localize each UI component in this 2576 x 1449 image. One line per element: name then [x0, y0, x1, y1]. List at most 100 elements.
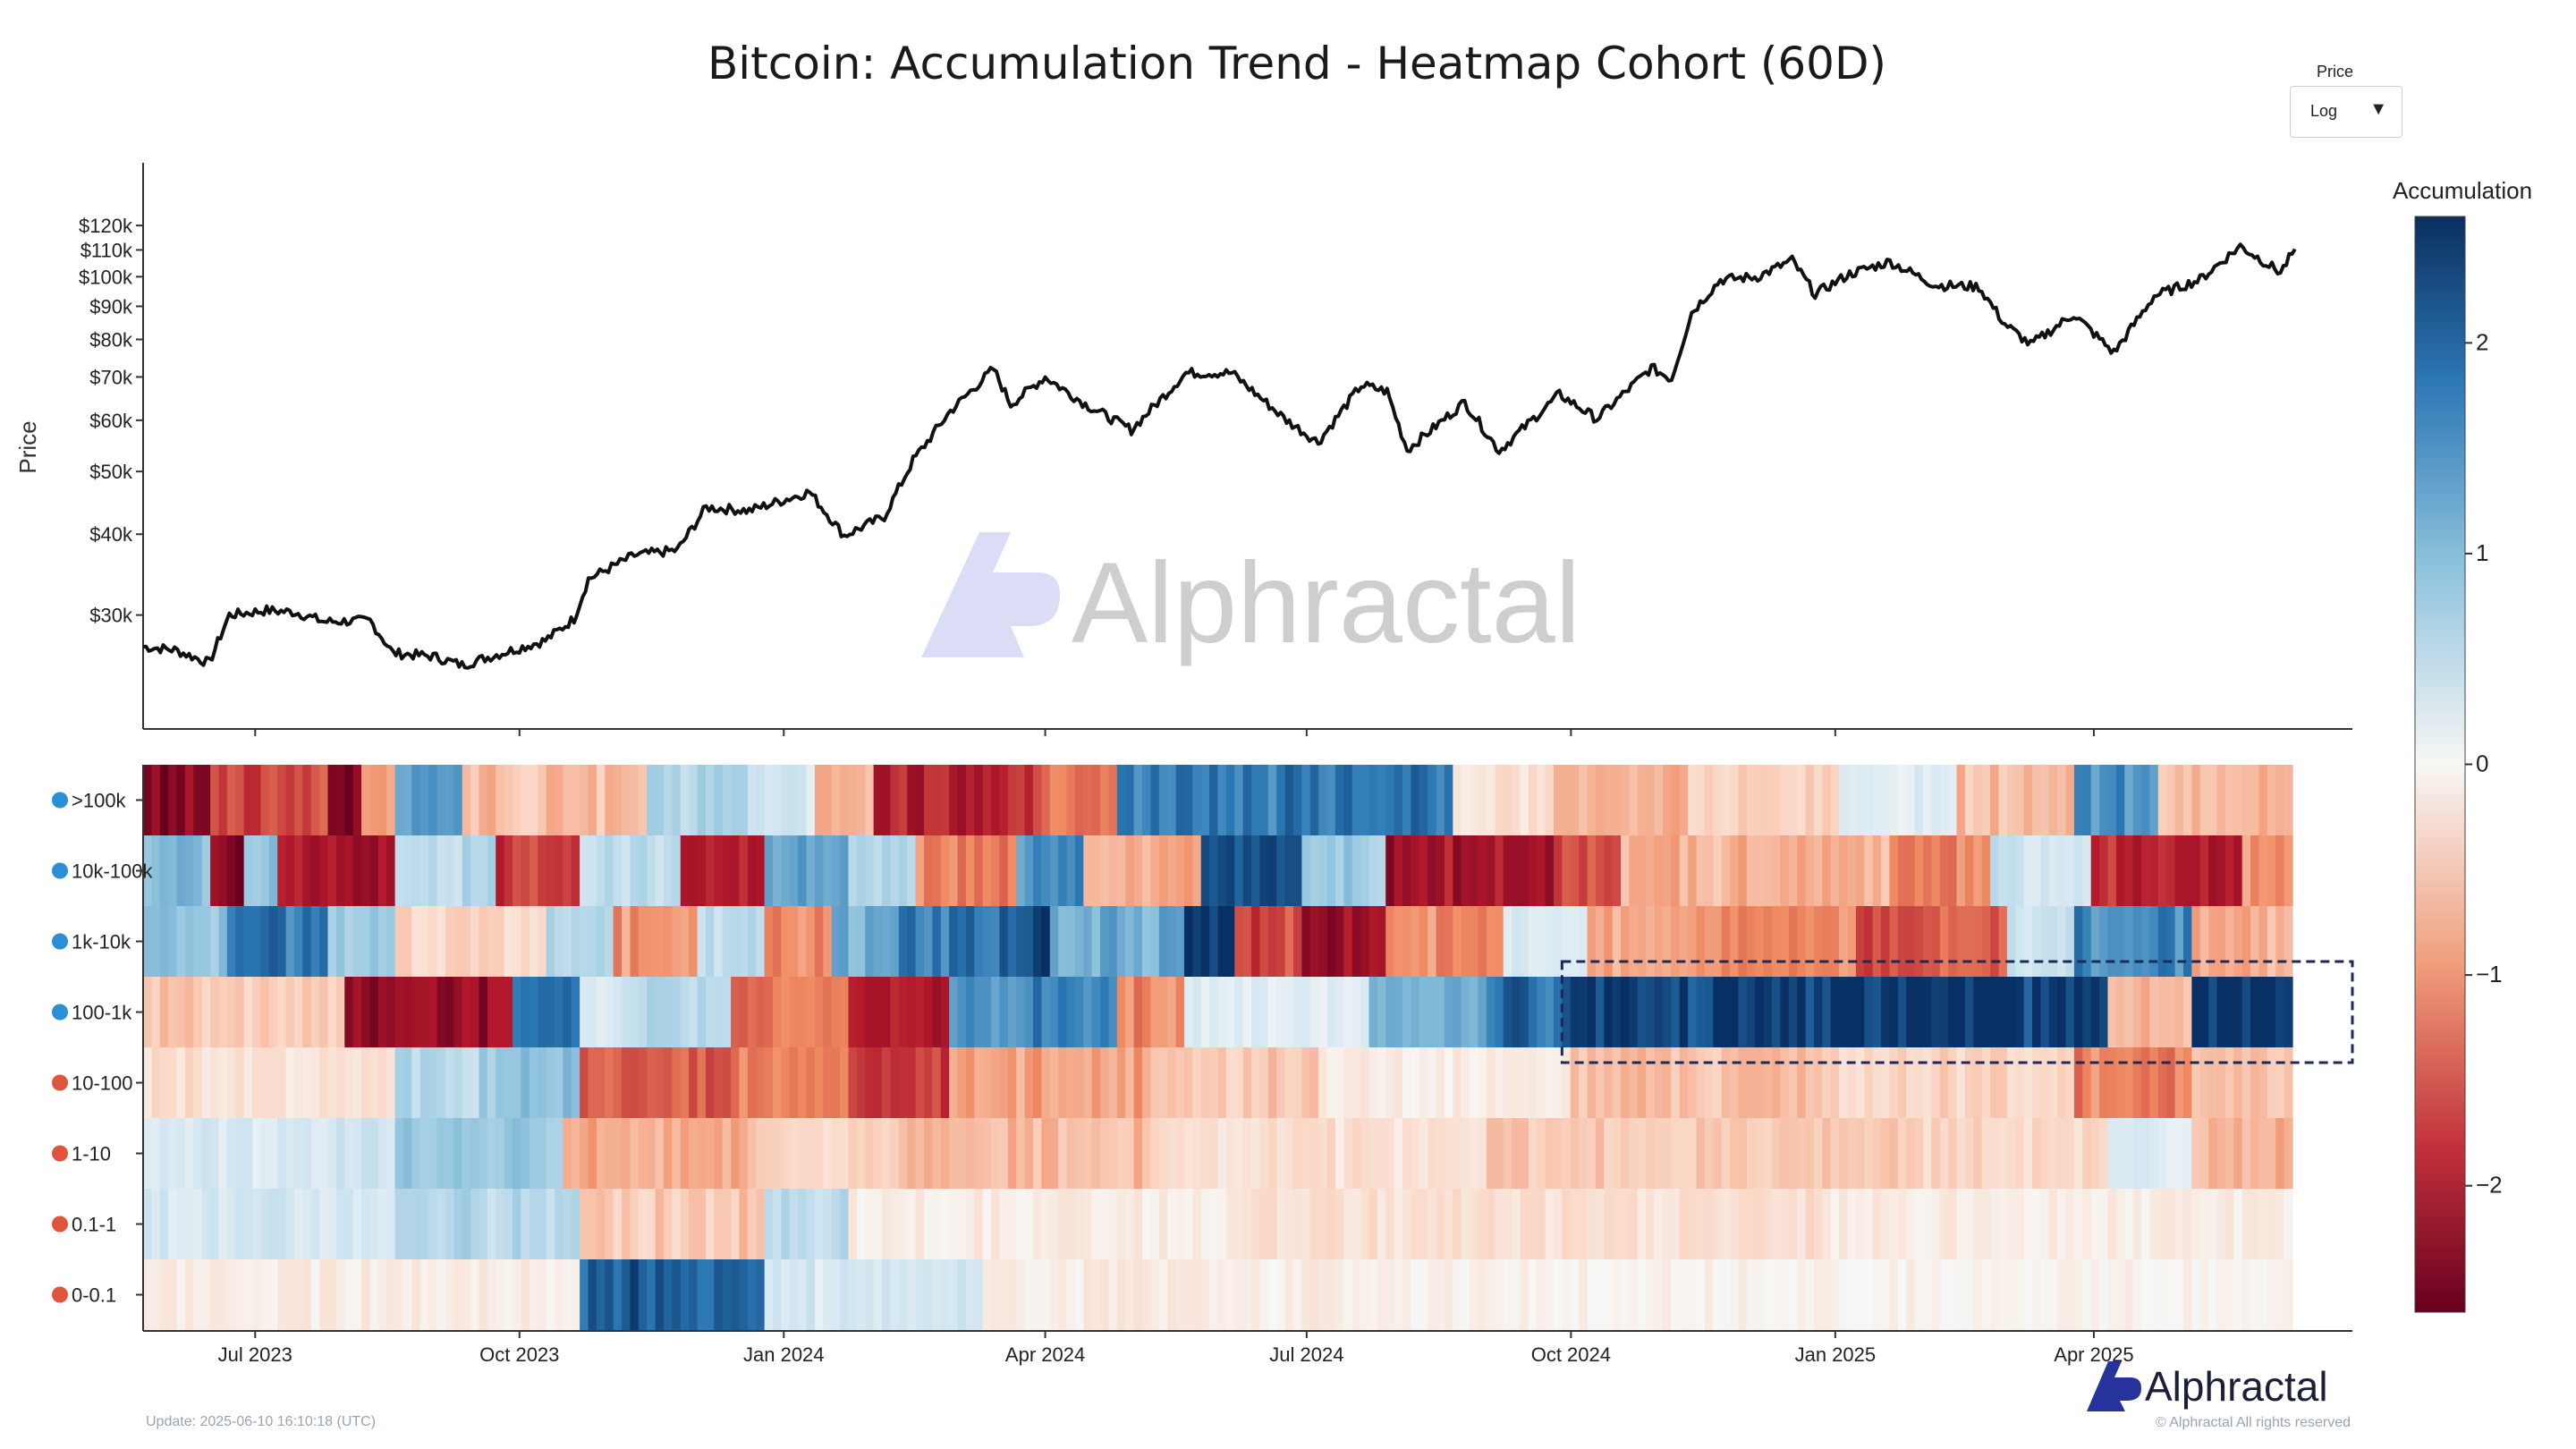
heatmap-cell	[428, 1189, 438, 1260]
heatmap-cell	[2099, 1259, 2109, 1331]
heatmap-cell	[411, 765, 421, 836]
heatmap-cell	[1788, 1259, 1798, 1331]
heatmap-cell	[1352, 1259, 1361, 1331]
heatmap-cell	[1520, 1118, 1530, 1190]
heatmap-cell	[663, 1259, 673, 1331]
heatmap-cell	[335, 906, 345, 978]
heatmap-cell	[1503, 1189, 1513, 1260]
heatmap-cell	[647, 1118, 657, 1190]
heatmap-cell	[1772, 906, 1782, 978]
heatmap-cell	[1914, 1189, 1924, 1260]
heatmap-cell	[2032, 977, 2041, 1048]
heatmap-cell	[1225, 977, 1235, 1048]
heatmap-cell	[2250, 906, 2260, 978]
heatmap-cell	[1688, 1047, 1698, 1119]
heatmap-cell	[361, 1189, 371, 1260]
heatmap-cell	[2032, 1047, 2041, 1119]
cohort-icon	[52, 1286, 68, 1303]
heatmap-cell	[630, 1259, 640, 1331]
watermark: Alphractal	[921, 532, 1580, 667]
heatmap-cell	[2149, 1259, 2159, 1331]
heatmap-cell	[1041, 765, 1051, 836]
heatmap-cell	[1385, 835, 1395, 907]
heatmap-cell	[814, 765, 824, 836]
heatmap-cell	[890, 1259, 900, 1331]
heatmap-cell	[2166, 1047, 2176, 1119]
heatmap-cell	[781, 1118, 791, 1190]
heatmap-cell	[1830, 1118, 1840, 1190]
heatmap-cell	[1797, 1047, 1807, 1119]
heatmap-cell	[2023, 1259, 2033, 1331]
heatmap-cell	[184, 765, 194, 836]
heatmap-cell	[419, 765, 429, 836]
heatmap-cell	[1847, 1189, 1857, 1260]
heatmap-cell	[1175, 977, 1185, 1048]
heatmap-cell	[1822, 1259, 1832, 1331]
heatmap-cell	[1049, 835, 1059, 907]
heatmap-cell	[999, 1118, 1009, 1190]
heatmap-cell	[1301, 906, 1311, 978]
heatmap-cell	[218, 1047, 228, 1119]
heatmap-cell	[1436, 1118, 1445, 1190]
price-scale-dropdown[interactable]: Log ▼	[2290, 86, 2402, 138]
heatmap-cell	[1629, 1047, 1639, 1119]
heatmap-cell	[932, 906, 942, 978]
heatmap-cell	[1906, 1118, 1916, 1190]
heatmap-cell	[1486, 1259, 1496, 1331]
heatmap-cell	[2174, 1047, 2184, 1119]
heatmap-cell	[1360, 977, 1370, 1048]
heatmap-cell	[898, 1047, 908, 1119]
heatmap-cell	[1847, 977, 1857, 1048]
heatmap-cell	[2057, 765, 2067, 836]
heatmap-cell	[2141, 765, 2151, 836]
heatmap-cell	[285, 835, 295, 907]
heatmap-cell	[965, 1118, 975, 1190]
heatmap-cell	[1780, 977, 1790, 1048]
heatmap-cell	[1125, 1047, 1135, 1119]
heatmap-cell	[865, 1189, 875, 1260]
heatmap-cell	[1839, 765, 1849, 836]
heatmap-cell	[890, 1118, 900, 1190]
heatmap-cell	[1158, 765, 1168, 836]
heatmap-cell	[260, 835, 270, 907]
heatmap-cell	[151, 765, 161, 836]
heatmap-cell	[1183, 1259, 1193, 1331]
heatmap-cell	[159, 835, 169, 907]
heatmap-cell	[235, 1047, 245, 1119]
heatmap-cell	[563, 1118, 572, 1190]
heatmap-cell	[949, 1259, 959, 1331]
heatmap-cell	[1679, 1118, 1689, 1190]
heatmap-cell	[1419, 1118, 1428, 1190]
heatmap-cell	[1948, 1189, 1958, 1260]
heatmap-cell	[923, 765, 933, 836]
heatmap-cell	[1755, 1047, 1765, 1119]
heatmap-cell	[151, 906, 161, 978]
heatmap-cell	[369, 835, 379, 907]
heatmap-cell	[193, 977, 203, 1048]
heatmap-cell	[1495, 835, 1504, 907]
heatmap-cell	[1654, 1189, 1664, 1260]
heatmap-cell	[756, 906, 766, 978]
heatmap-cell	[1368, 906, 1378, 978]
heatmap-cell	[638, 977, 648, 1048]
heatmap-cell	[1830, 835, 1840, 907]
heatmap-cell	[1242, 1118, 1252, 1190]
heatmap-cell	[1646, 906, 1656, 978]
heatmap-cell	[1100, 1047, 1110, 1119]
heatmap-cell	[605, 977, 614, 1048]
heatmap-cell	[1411, 1259, 1420, 1331]
heatmap-cell	[1755, 765, 1765, 836]
heatmap-cell	[538, 835, 547, 907]
heatmap-cell	[806, 977, 816, 1048]
heatmap-cell	[1922, 1259, 1932, 1331]
heatmap-cell	[1234, 1118, 1244, 1190]
heatmap-cell	[546, 835, 555, 907]
heatmap-cell	[2191, 906, 2201, 978]
heatmap-cell	[1604, 1259, 1614, 1331]
heatmap-cell	[1897, 765, 1907, 836]
heatmap-cell	[2015, 906, 2025, 978]
heatmap-cell	[1142, 835, 1152, 907]
heatmap-cell	[513, 835, 522, 907]
heatmap-cell	[638, 1047, 648, 1119]
heatmap-cell	[252, 1189, 262, 1260]
